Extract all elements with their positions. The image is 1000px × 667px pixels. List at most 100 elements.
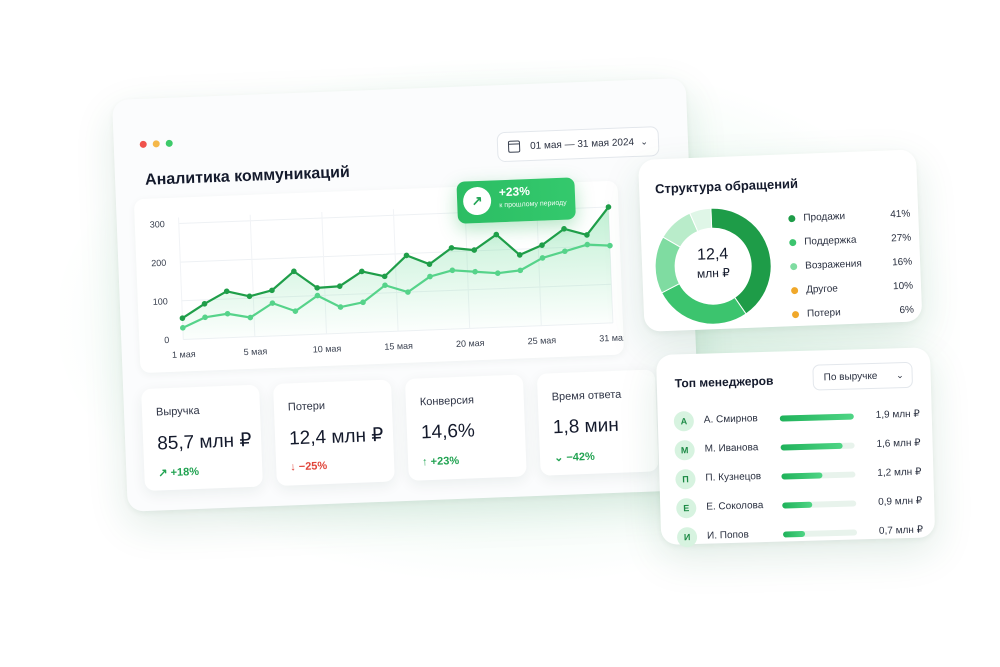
kpi-card-response-time[interactable]: Время ответа 1,8 мин ⌄ −42% bbox=[536, 369, 659, 476]
manager-name: Е. Соколова bbox=[706, 500, 764, 513]
close-window-dot[interactable] bbox=[139, 140, 147, 148]
data-point bbox=[179, 315, 186, 321]
kpi-label: Выручка bbox=[155, 404, 200, 419]
data-point bbox=[472, 268, 478, 275]
page-title: Аналитика коммуникаций bbox=[144, 163, 351, 189]
data-point bbox=[449, 267, 456, 274]
date-range-picker[interactable]: 01 мая — 31 мая 2024 ⌄ bbox=[496, 126, 660, 163]
manager-value: 1,9 млн ₽ bbox=[875, 408, 920, 421]
data-point bbox=[291, 268, 297, 275]
legend-label: Потери bbox=[806, 306, 841, 320]
chevron-down-icon: ⌄ bbox=[640, 135, 649, 147]
data-point bbox=[607, 242, 613, 249]
kpi-card-conversion[interactable]: Конверсия 14,6% ↑ +23% bbox=[404, 374, 527, 481]
manager-name: П. Кузнецов bbox=[705, 471, 762, 484]
analytics-window: 01 мая — 31 мая 2024 ⌄ Аналитика коммуни… bbox=[112, 77, 702, 512]
manager-progress-fill bbox=[780, 442, 843, 451]
x-tick-label: 15 мая bbox=[384, 341, 413, 352]
legend-label: Возражения bbox=[804, 257, 862, 272]
data-point bbox=[448, 245, 455, 251]
manager-value: 1,2 млн ₽ bbox=[877, 466, 922, 479]
legend-label: Другое bbox=[805, 282, 839, 296]
legend-dot bbox=[791, 310, 800, 318]
data-point bbox=[584, 241, 591, 248]
kpi-card-revenue[interactable]: Выручка 85,7 млн ₽ ↗ +18% bbox=[141, 384, 263, 492]
data-point bbox=[605, 204, 612, 210]
data-point bbox=[202, 314, 208, 321]
data-point bbox=[381, 273, 388, 280]
kpi-label: Потери bbox=[287, 400, 326, 414]
trend-up-icon: ↗ bbox=[462, 186, 492, 216]
data-point bbox=[426, 261, 433, 268]
sort-select-value: По выручке bbox=[823, 370, 878, 383]
y-tick-label: 0 bbox=[164, 335, 169, 345]
manager-progress-fill bbox=[782, 501, 812, 509]
donut-slice bbox=[660, 283, 747, 325]
manager-name: М. Иванова bbox=[704, 442, 759, 455]
data-point bbox=[561, 226, 567, 232]
calendar-icon bbox=[507, 140, 521, 153]
series-line bbox=[182, 243, 611, 329]
data-point bbox=[382, 282, 388, 289]
x-tick-label: 20 мая bbox=[456, 338, 485, 349]
structure-card: Структура обращений 12,4 млн ₽ Продажи 4… bbox=[638, 149, 923, 332]
legend-item: Потери 6% bbox=[791, 298, 915, 327]
data-point bbox=[584, 232, 590, 238]
legend-percent: 16% bbox=[891, 256, 913, 268]
structure-legend: Продажи 41% Поддержка 27% Возражения 16%… bbox=[788, 202, 915, 327]
kpi-value: 12,4 млн ₽ bbox=[288, 424, 384, 450]
avatar: М bbox=[674, 439, 695, 461]
data-point bbox=[224, 310, 231, 317]
y-tick-label: 200 bbox=[151, 258, 166, 269]
data-point bbox=[269, 287, 275, 294]
donut-slice bbox=[689, 207, 713, 233]
x-tick-label: 5 мая bbox=[243, 346, 267, 357]
structure-title: Структура обращений bbox=[654, 175, 799, 197]
data-point bbox=[337, 304, 344, 310]
kpi-delta: ⌄ −42% bbox=[553, 450, 595, 465]
kpi-delta: ↓ −25% bbox=[290, 460, 328, 474]
data-point bbox=[360, 299, 366, 306]
data-point bbox=[247, 314, 254, 321]
donut-chart-svg bbox=[654, 207, 772, 325]
x-tick-label: 25 мая bbox=[527, 335, 556, 346]
data-point bbox=[336, 283, 343, 290]
legend-percent: 27% bbox=[890, 232, 912, 244]
legend-percent: 41% bbox=[890, 208, 911, 220]
data-point bbox=[493, 231, 500, 238]
series-area bbox=[182, 207, 613, 340]
data-point bbox=[314, 292, 321, 299]
minimize-window-dot[interactable] bbox=[152, 140, 160, 148]
line-chart: 300 200 100 0 1 мая 5 мая 10 мая 15 мая 20 мая 25… bbox=[133, 180, 628, 374]
series-line bbox=[181, 206, 610, 320]
manager-name: И. Попов bbox=[706, 529, 750, 542]
maximize-window-dot[interactable] bbox=[165, 139, 173, 147]
sort-select[interactable]: По выручке ⌄ bbox=[812, 361, 914, 391]
managers-list: А А. Смирнов 1,9 млн ₽ М М. Иванова 1,6 … bbox=[673, 400, 923, 552]
x-tick-label: 10 мая bbox=[313, 343, 342, 354]
manager-progress-bar bbox=[781, 470, 856, 480]
line-chart-svg: 300 200 100 01 мая 5 мая 10 мая 15 мая 20 мая 25… bbox=[150, 201, 628, 360]
legend-percent: 10% bbox=[892, 280, 914, 292]
avatar: А bbox=[673, 410, 695, 432]
data-point bbox=[471, 247, 478, 253]
avatar: П bbox=[675, 468, 696, 490]
tooltip-value: +23% bbox=[498, 184, 531, 200]
tooltip-caption: к прошлому периоду bbox=[499, 199, 567, 210]
kpi-delta: ↑ +23% bbox=[421, 454, 460, 469]
manager-progress-bar bbox=[782, 499, 857, 509]
managers-title: Топ менеджеров bbox=[674, 373, 774, 391]
data-point bbox=[179, 325, 186, 331]
data-point bbox=[494, 270, 501, 276]
data-point bbox=[403, 252, 410, 259]
top-managers-card: Топ менеджеров По выручке ⌄ А А. Смирнов… bbox=[656, 347, 936, 547]
kpi-value: 1,8 мин bbox=[552, 414, 620, 439]
data-point bbox=[517, 267, 524, 274]
legend-dot bbox=[788, 214, 796, 222]
date-range-label: 01 мая — 31 мая 2024 bbox=[529, 136, 635, 152]
data-point bbox=[516, 252, 523, 258]
kpi-card-losses[interactable]: Потери 12,4 млн ₽ ↓ −25% bbox=[273, 379, 395, 486]
y-tick-label: 100 bbox=[153, 296, 168, 307]
manager-progress-bar bbox=[782, 528, 858, 538]
avatar: И bbox=[676, 526, 698, 547]
